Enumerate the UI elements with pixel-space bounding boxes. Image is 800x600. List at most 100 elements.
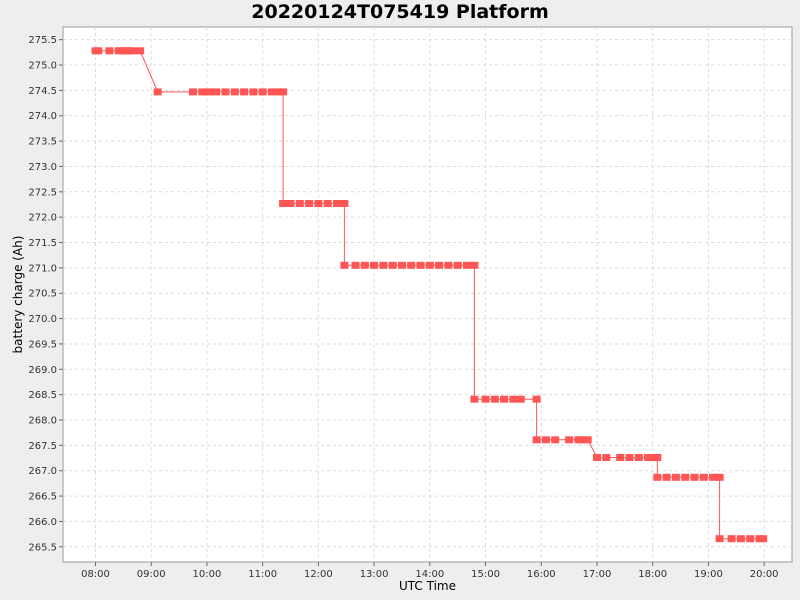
x-tick-label: 13:00 <box>360 569 389 580</box>
y-tick-label: 274.0 <box>28 111 57 122</box>
x-tick-label: 14:00 <box>415 569 444 580</box>
grid <box>63 27 792 562</box>
data-point <box>279 200 288 207</box>
y-tick-label: 273.5 <box>28 137 57 148</box>
x-tick-label: 11:00 <box>248 569 277 580</box>
data-point <box>644 454 653 461</box>
data-point <box>653 473 662 481</box>
data-point <box>541 436 550 444</box>
data-point <box>425 261 434 269</box>
y-tick-label: 270.5 <box>28 289 57 300</box>
data-point <box>267 88 276 96</box>
data-point <box>286 200 295 207</box>
data-point <box>204 88 213 96</box>
y-tick-label: 267.5 <box>28 441 57 452</box>
x-tick-label: 08:00 <box>81 569 110 580</box>
data-point <box>481 395 490 403</box>
data-point <box>340 200 349 207</box>
data-point <box>360 261 369 269</box>
data-point <box>198 88 207 96</box>
y-tick-label: 275.5 <box>28 35 57 46</box>
data-point <box>653 454 662 461</box>
data-point <box>407 261 416 269</box>
data-point <box>189 88 197 96</box>
y-tick-label: 266.5 <box>28 492 57 503</box>
data-point <box>699 473 708 481</box>
data-point <box>579 436 588 444</box>
y-tick-label: 272.5 <box>28 187 57 198</box>
data-point <box>258 88 267 96</box>
data-point <box>470 261 479 269</box>
x-tick-label: 16:00 <box>527 569 556 580</box>
y-tick-label: 265.5 <box>28 542 57 553</box>
data-point <box>746 535 755 543</box>
data-point <box>736 535 745 543</box>
data-point <box>593 454 601 461</box>
x-tick-label: 12:00 <box>304 569 333 580</box>
data-point <box>221 88 230 96</box>
data-point <box>323 200 332 207</box>
data-point <box>565 436 574 444</box>
axes: 08:00 09:00 10:00 11:00 12:00 13:00 14:00 15:00… <box>28 35 778 580</box>
data-point <box>435 261 444 269</box>
data-point <box>602 454 611 461</box>
y-tick-label: 269.5 <box>28 339 57 350</box>
x-tick-label: 20:00 <box>750 569 779 580</box>
data-point <box>671 473 680 481</box>
y-tick-label: 266.0 <box>28 517 57 528</box>
data-point <box>463 261 471 269</box>
data-point <box>240 88 249 96</box>
data-point <box>249 88 258 96</box>
data-point <box>153 88 162 96</box>
x-tick-label: 18:00 <box>638 569 667 580</box>
y-tick-label: 273.0 <box>28 162 57 173</box>
data-point <box>333 200 341 207</box>
data-point <box>444 261 453 269</box>
data-point <box>370 261 379 269</box>
data-point <box>690 473 699 481</box>
x-tick-label: 17:00 <box>583 569 612 580</box>
data-point <box>379 261 388 269</box>
chart-title: 20220124T075419 Platform <box>251 1 549 23</box>
x-tick-label: 10:00 <box>193 569 222 580</box>
data-point <box>212 88 221 96</box>
y-tick-label: 272.0 <box>28 213 57 224</box>
y-tick-label: 270.0 <box>28 314 57 325</box>
y-tick-label: 267.0 <box>28 466 57 477</box>
data-point <box>648 454 657 461</box>
data-point <box>94 47 103 55</box>
data-point <box>532 395 541 403</box>
data-point <box>583 436 592 444</box>
data-point <box>295 200 304 207</box>
data-point <box>727 535 736 543</box>
data-point <box>681 473 690 481</box>
data-point <box>709 473 718 481</box>
data-point <box>340 261 349 269</box>
data-point <box>314 200 323 207</box>
data-point <box>662 473 671 481</box>
data-point <box>105 47 114 55</box>
data-point <box>453 261 462 269</box>
plot-area <box>62 26 793 563</box>
y-tick-label: 269.0 <box>28 365 57 376</box>
data-point <box>715 535 724 543</box>
series-battery-charge <box>91 47 768 543</box>
data-point <box>388 261 397 269</box>
data-point <box>230 88 239 96</box>
data-point <box>470 395 479 403</box>
data-point <box>136 47 145 55</box>
x-axis-label: UTC Time <box>399 579 456 593</box>
data-point <box>490 395 499 403</box>
y-tick-label: 268.5 <box>28 390 57 401</box>
data-point <box>509 395 518 403</box>
data-point <box>715 473 724 481</box>
data-point <box>532 436 541 444</box>
y-tick-label: 271.0 <box>28 263 57 274</box>
data-point <box>516 395 525 403</box>
data-point <box>634 454 643 461</box>
data-point <box>128 47 137 55</box>
data-point <box>759 535 768 543</box>
y-tick-label: 271.5 <box>28 238 57 249</box>
y-tick-label: 268.0 <box>28 416 57 427</box>
